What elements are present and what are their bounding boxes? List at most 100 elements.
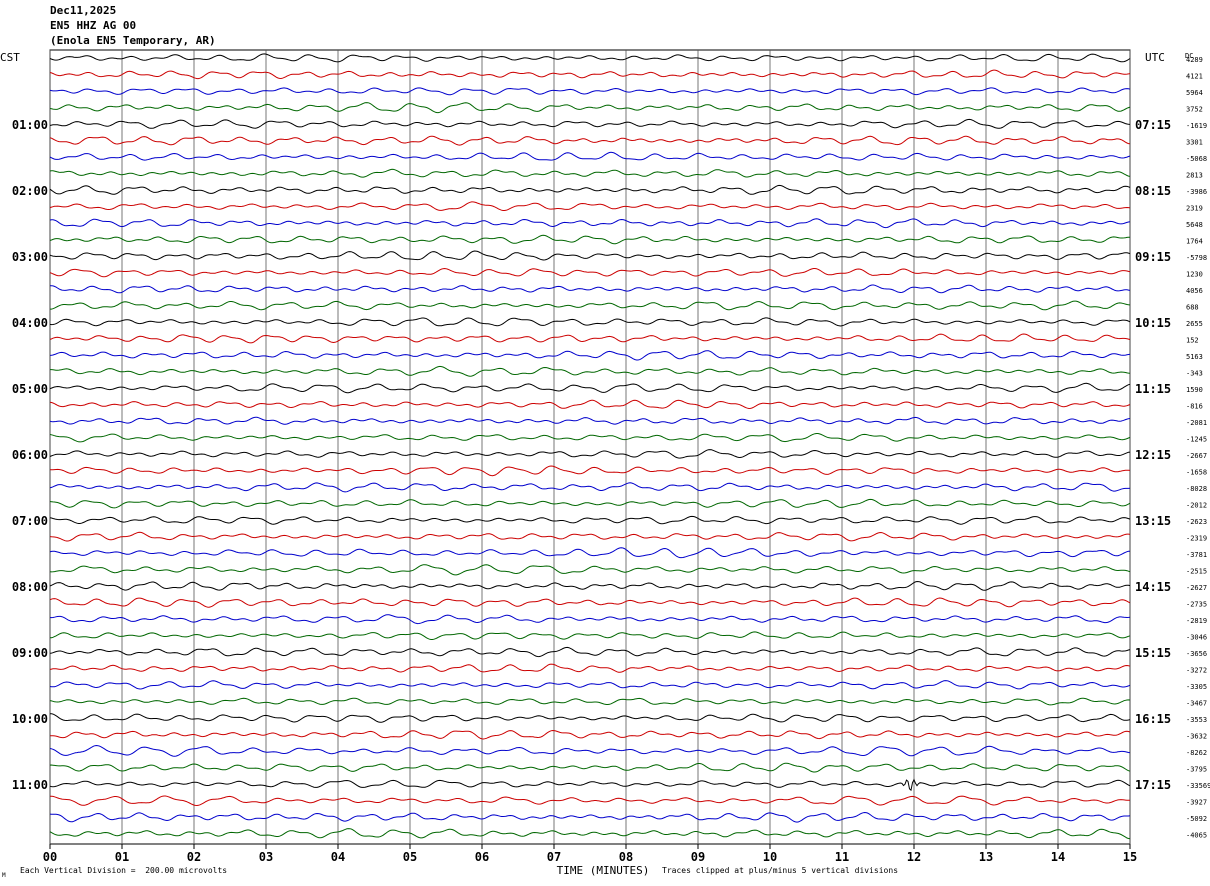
header-date: Dec11,2025: [50, 4, 117, 17]
trace-30: [49, 531, 1131, 542]
cst-hour-label: 03:00: [12, 250, 48, 264]
trace-22: [49, 399, 1131, 410]
dc-offset-label: -3632: [1186, 733, 1207, 741]
dc-offset-label: -4065: [1186, 832, 1207, 840]
x-tick-label: 01: [115, 850, 129, 864]
dc-offset-label: -2081: [1186, 419, 1207, 427]
trace-48: [49, 828, 1131, 840]
x-tick-label: 12: [907, 850, 921, 864]
trace-7: [49, 151, 1131, 161]
trace-12: [49, 234, 1130, 245]
trace-17: [49, 317, 1131, 327]
trace-35: [50, 614, 1131, 625]
trace-6: [49, 135, 1131, 146]
utc-hour-label: 11:15: [1135, 382, 1171, 396]
cst-hour-label: 07:00: [12, 514, 48, 528]
dc-offset-label: -5092: [1186, 815, 1207, 823]
utc-hour-label: 12:15: [1135, 448, 1171, 462]
trace-14: [49, 267, 1131, 278]
cst-hour-label: 08:00: [12, 580, 48, 594]
cst-hour-label: 10:00: [12, 712, 48, 726]
x-tick-label: 03: [259, 850, 273, 864]
dc-offset-label: -2667: [1186, 452, 1207, 460]
dc-axis-title: DC: [1185, 52, 1193, 60]
cst-axis-title: CST: [0, 51, 20, 64]
utc-hour-label: 13:15: [1135, 514, 1171, 528]
x-tick-label: 00: [43, 850, 57, 864]
trace-16: [50, 300, 1131, 311]
trace-20: [50, 365, 1131, 377]
x-axis-label: TIME (MINUTES): [557, 864, 650, 877]
dc-offset-label: -2319: [1186, 535, 1207, 543]
dc-offset-label: -2627: [1186, 584, 1207, 592]
dc-offset-label: 2655: [1186, 320, 1203, 328]
trace-5: [49, 118, 1131, 129]
trace-41: [50, 713, 1131, 723]
dc-offset-label: 4289: [1186, 56, 1203, 64]
trace-4: [49, 102, 1131, 114]
trace-47: [49, 811, 1131, 823]
trace-37: [49, 646, 1131, 658]
trace-43: [49, 744, 1131, 757]
dc-offset-label: -2515: [1186, 568, 1207, 576]
dc-offset-label: -3467: [1186, 700, 1207, 708]
dc-offset-label: -816: [1186, 403, 1203, 411]
trace-33: [49, 580, 1131, 591]
dc-offset-label: -2735: [1186, 601, 1207, 609]
trace-38: [49, 663, 1131, 673]
dc-offset-label: -8028: [1186, 485, 1207, 493]
x-tick-label: 06: [475, 850, 489, 864]
utc-hour-label: 07:15: [1135, 118, 1171, 132]
dc-offset-label: -3781: [1186, 551, 1207, 559]
dc-offset-label: -1245: [1186, 436, 1207, 444]
utc-hour-label: 10:15: [1135, 316, 1171, 330]
trace-9: [49, 184, 1131, 195]
trace-34: [49, 597, 1131, 608]
x-tick-label: 07: [547, 850, 561, 864]
dc-offset-label: -1658: [1186, 469, 1207, 477]
x-tick-label: 04: [331, 850, 345, 864]
dc-offset-label: -3272: [1186, 667, 1207, 675]
cst-hour-label: 11:00: [12, 778, 48, 792]
trace-3: [49, 87, 1131, 96]
cst-hour-label: 09:00: [12, 646, 48, 660]
trace-group: [49, 53, 1131, 840]
dc-offset-label: 3301: [1186, 139, 1203, 147]
dc-offset-label: -2623: [1186, 518, 1207, 526]
dc-offset-label: -3795: [1186, 766, 1207, 774]
trace-18: [49, 333, 1131, 344]
utc-hour-label: 14:15: [1135, 580, 1171, 594]
cst-hour-label: 01:00: [12, 118, 48, 132]
clip-note: Traces clipped at plus/minus 5 vertical …: [662, 866, 899, 875]
label-group: 00 01 02 03 04 05 06 07 08 09 10 11 12 13 14 15 TIME (MI…: [0, 51, 1210, 877]
dc-offset-label: 688: [1186, 304, 1199, 312]
dc-offset-label: -1619: [1186, 122, 1207, 130]
trace-25: [49, 449, 1131, 459]
trace-36: [49, 631, 1131, 640]
dc-offset-label: -2819: [1186, 617, 1207, 625]
dc-offset-label: -8262: [1186, 749, 1207, 757]
cst-hour-label: 05:00: [12, 382, 48, 396]
trace-29: [49, 515, 1131, 525]
cst-hour-label: 04:00: [12, 316, 48, 330]
dc-offset-label: -33569: [1186, 782, 1210, 790]
utc-hour-label: 08:15: [1135, 184, 1171, 198]
dc-offset-label: -5798: [1186, 254, 1207, 262]
trace-31: [49, 547, 1131, 559]
trace-44: [49, 762, 1131, 773]
x-tick-label: 14: [1051, 850, 1065, 864]
dc-offset-label: 152: [1186, 337, 1199, 345]
dc-offset-label: 2319: [1186, 205, 1203, 213]
trace-46: [50, 795, 1130, 807]
dc-offset-label: 3752: [1186, 106, 1203, 114]
dc-offset-label: 4121: [1186, 73, 1203, 81]
trace-28: [49, 498, 1131, 509]
utc-hour-label: 09:15: [1135, 250, 1171, 264]
trace-27: [49, 482, 1131, 493]
dc-offset-label: -2012: [1186, 502, 1207, 510]
plot-frame: [49, 49, 1131, 845]
dc-offset-label: -343: [1186, 370, 1203, 378]
utc-hour-label: 15:15: [1135, 646, 1171, 660]
dc-offset-label: 1230: [1186, 271, 1203, 279]
trace-45: [49, 778, 1131, 792]
